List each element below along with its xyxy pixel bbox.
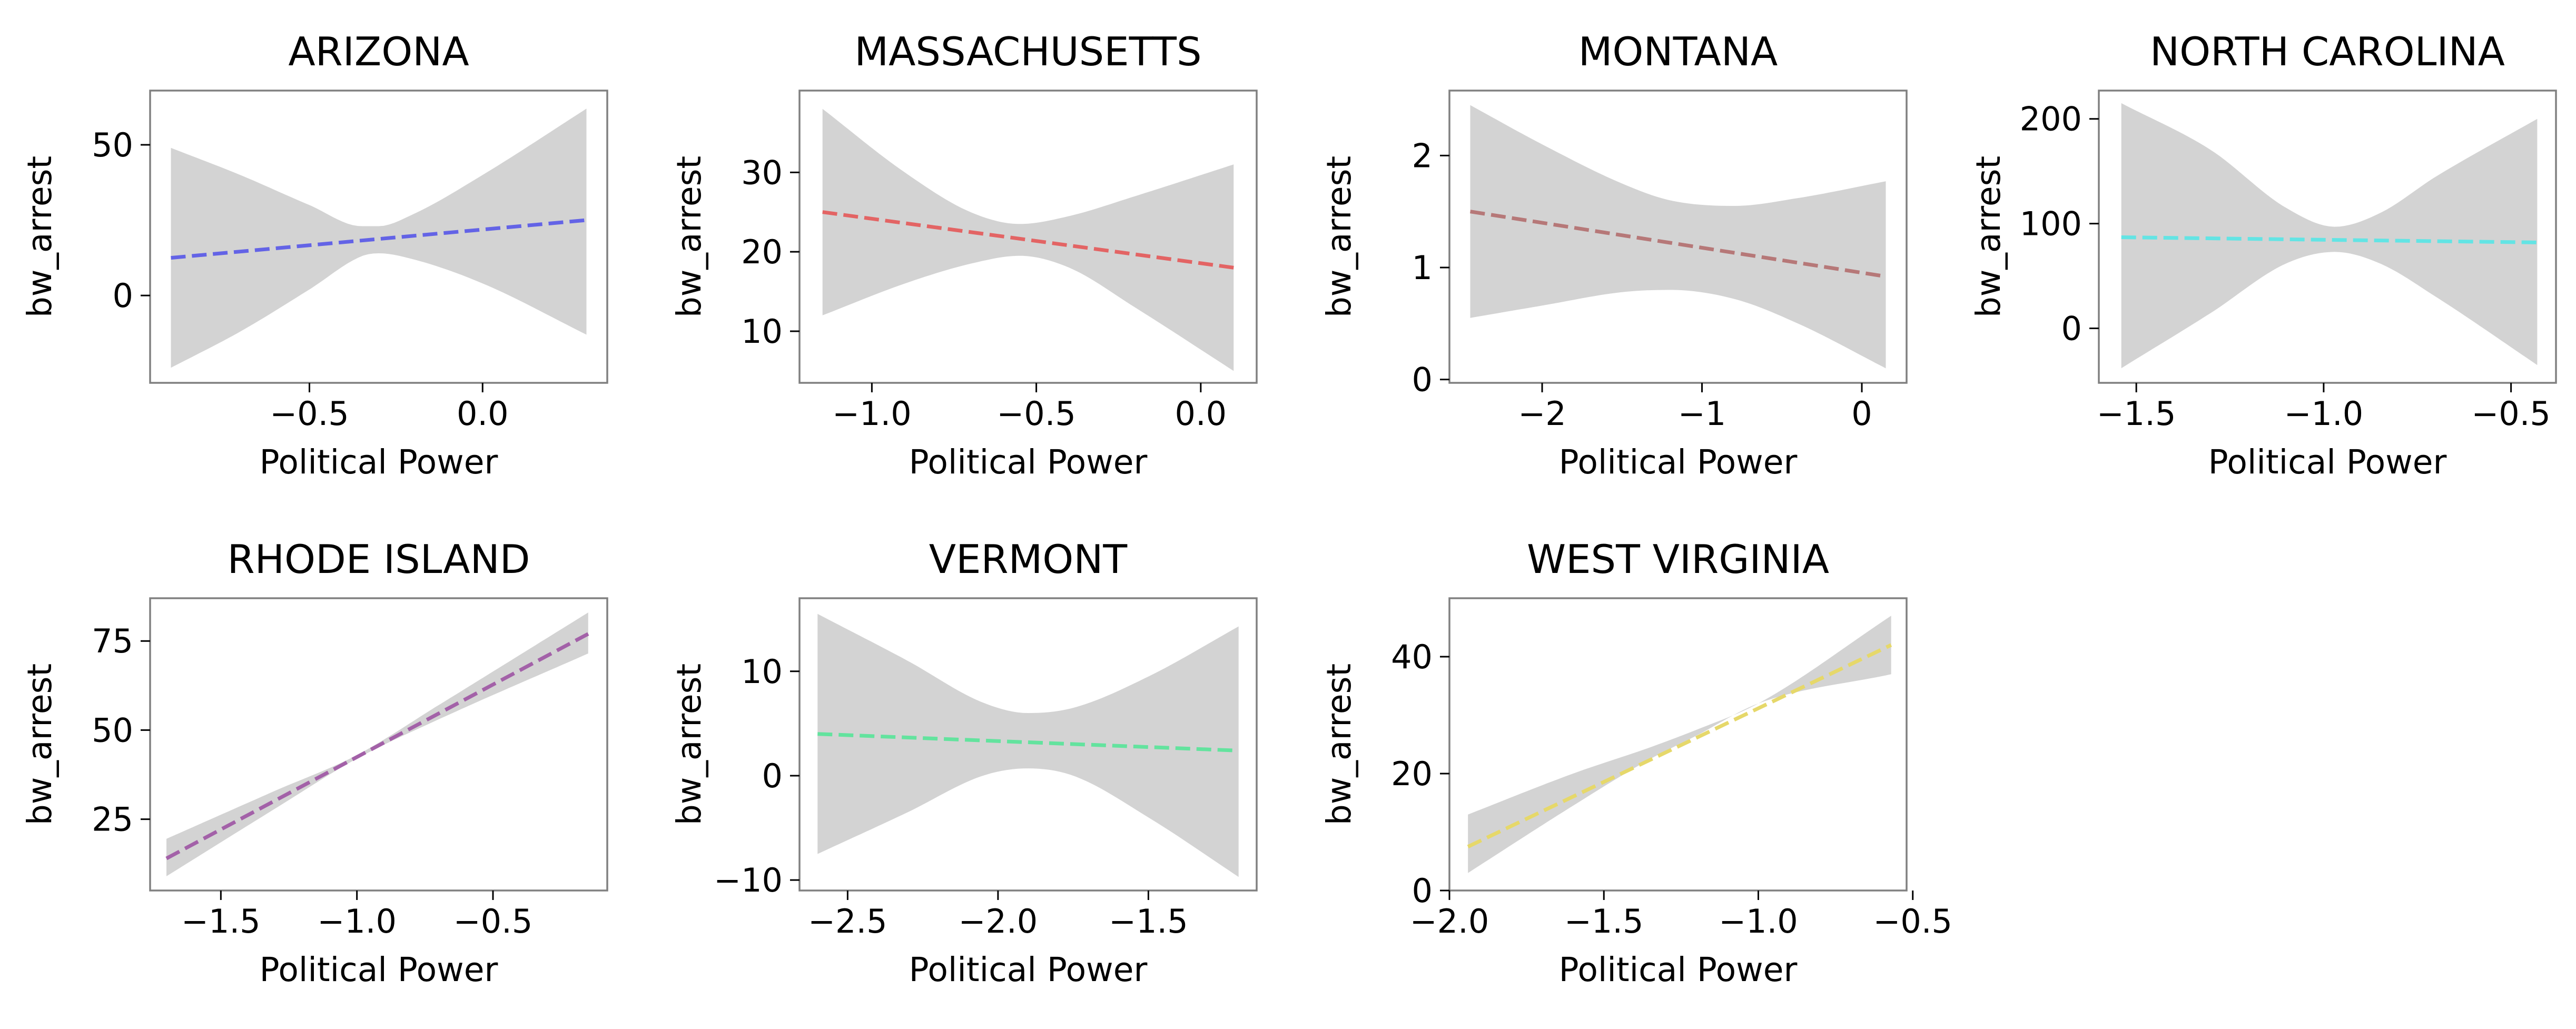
y-tick-label: 0 <box>113 276 133 315</box>
plot-frame <box>2098 90 2557 384</box>
subplot-title: VERMONT <box>929 536 1128 582</box>
plot-frame <box>149 90 608 384</box>
subplot-arizona: −0.5 0.0 0 50 ARIZONA Political Power bw_arres… <box>21 28 608 481</box>
subplot-title: MASSACHUSETTS <box>854 28 1201 75</box>
y-tick-label: 10 <box>741 652 783 691</box>
subplot-title: WEST VIRGINIA <box>1527 536 1829 582</box>
x-tick-label: −0.5 <box>1873 902 1952 941</box>
y-tick-label: 50 <box>92 126 133 164</box>
y-tick-label: 50 <box>92 711 133 749</box>
y-tick-label: 2 <box>1412 136 1433 175</box>
x-tick-label: −0.5 <box>270 394 349 433</box>
subplot-title: MONTANA <box>1578 28 1778 75</box>
x-axis-label: Political Power <box>2208 443 2447 481</box>
x-tick-label: −1.5 <box>2097 394 2176 433</box>
x-tick-label: −2 <box>1518 394 1566 433</box>
plot-frame <box>798 90 1258 384</box>
confidence-band <box>822 108 1234 371</box>
regression-line <box>171 218 587 260</box>
x-tick-label: −1.0 <box>2284 394 2364 433</box>
subplot-vermont: −2.5 −2.0 −1.5 −10 0 10 VERMONT Political Power… <box>670 536 1258 989</box>
regression-line <box>165 632 589 860</box>
y-tick-label: 10 <box>741 312 783 351</box>
x-tick-label: −1.5 <box>181 902 261 941</box>
x-tick-label: −1.0 <box>832 394 912 433</box>
x-tick-label: −2.0 <box>959 902 1038 941</box>
subplot-massachusetts: −1.0 −0.5 0.0 10 20 30 MASSACHUSETTS Political … <box>670 28 1258 481</box>
y-tick-label: 30 <box>741 153 783 192</box>
x-tick-label: −0.5 <box>996 394 1076 433</box>
y-axis-label: bw_arrest <box>670 664 708 825</box>
x-tick-label: −1.5 <box>1109 902 1188 941</box>
subplot-title: NORTH CAROLINA <box>2150 28 2505 75</box>
plot-frame <box>1448 597 1908 892</box>
subplot-west-virginia: −2.0 −1.5 −1.0 −0.5 0 20 40 WEST VIRGINIA Politi… <box>1320 536 1952 989</box>
y-axis-label: bw_arrest <box>1320 156 1358 318</box>
subplot-rhode-island: −1.5 −1.0 −0.5 25 50 75 RHODE ISLAND Political … <box>21 536 608 989</box>
y-tick-label: 0 <box>1412 872 1433 910</box>
y-tick-label: −10 <box>714 861 783 899</box>
subplot-north-carolina: −1.5 −1.0 −0.5 0 100 200 NORTH CAROLINA Politic… <box>1969 28 2557 481</box>
x-axis-label: Political Power <box>1559 443 1798 481</box>
subplot-title: RHODE ISLAND <box>228 536 530 582</box>
regression-line <box>1469 210 1887 279</box>
x-tick-label: 0.0 <box>1175 394 1227 433</box>
x-tick-label: −2.5 <box>808 902 887 941</box>
y-axis-label: bw_arrest <box>1969 156 2008 318</box>
plot-frame <box>798 597 1258 892</box>
x-axis-label: Political Power <box>260 443 498 481</box>
regression-line <box>822 210 1234 270</box>
y-axis-label: bw_arrest <box>670 156 708 318</box>
y-tick-label: 20 <box>1391 755 1433 793</box>
x-tick-label: 0.0 <box>457 394 509 433</box>
confidence-band <box>817 614 1239 877</box>
x-tick-label: −1.0 <box>1719 902 1798 941</box>
regression-line <box>817 732 1239 753</box>
x-axis-label: Political Power <box>1559 951 1798 989</box>
y-tick-label: 25 <box>92 800 133 839</box>
plot-frame <box>1448 90 1908 384</box>
confidence-band <box>171 108 587 368</box>
y-tick-label: 0 <box>1412 361 1433 399</box>
y-axis-label: bw_arrest <box>1320 664 1358 825</box>
confidence-band <box>1470 105 1886 369</box>
x-tick-label: −1 <box>1678 394 1726 433</box>
x-tick-label: −2.0 <box>1410 902 1489 941</box>
y-axis-label: bw_arrest <box>21 156 59 318</box>
plot-frame <box>149 597 608 892</box>
y-tick-label: 20 <box>741 233 783 271</box>
x-tick-label: −1.5 <box>1564 902 1644 941</box>
x-axis-label: Political Power <box>909 443 1148 481</box>
y-axis-label: bw_arrest <box>21 664 59 825</box>
y-tick-label: 200 <box>2020 100 2082 138</box>
y-tick-label: 100 <box>2020 205 2082 243</box>
y-tick-label: 40 <box>1391 638 1433 676</box>
subplot-title: ARIZONA <box>288 28 469 75</box>
y-tick-label: 1 <box>1412 249 1433 287</box>
y-tick-label: 0 <box>762 757 783 795</box>
x-axis-label: Political Power <box>260 951 498 989</box>
regression-line <box>1467 643 1892 848</box>
x-axis-label: Political Power <box>909 951 1148 989</box>
regression-line <box>2121 235 2538 244</box>
subplot-montana: −2 −1 0 0 1 2 MONTANA Political Power bw_arrest <box>1320 28 1908 481</box>
y-tick-label: 0 <box>2061 310 2082 348</box>
x-tick-label: −0.5 <box>2471 394 2551 433</box>
x-tick-label: −1.0 <box>317 902 397 941</box>
confidence-band <box>2121 103 2538 369</box>
y-tick-label: 75 <box>92 622 133 660</box>
x-tick-label: −0.5 <box>453 902 533 941</box>
x-tick-label: 0 <box>1851 394 1872 433</box>
